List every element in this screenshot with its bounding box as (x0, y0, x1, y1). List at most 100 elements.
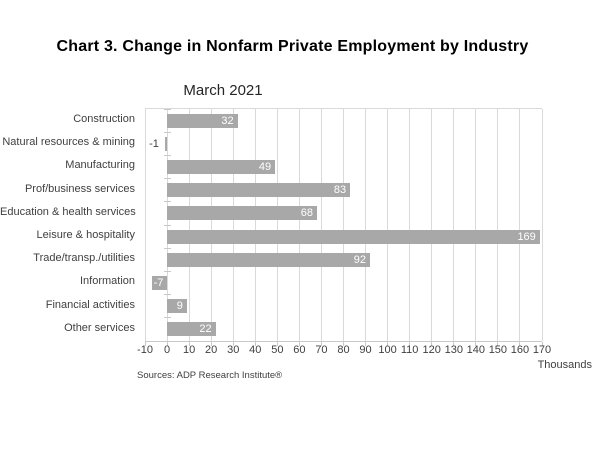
category-label: Other services (64, 321, 135, 334)
source-note: Sources: ADP Research Institute® (137, 370, 283, 381)
category-label: Trade/transp./utilities (33, 252, 135, 265)
category-axis-tick (163, 178, 171, 180)
category-axis-tick (163, 201, 171, 203)
category-axis-labels: Construction Natural resources & mining Ma… (0, 108, 140, 340)
x-tick-label: 0 (163, 344, 171, 356)
category-label: Natural resources & mining (2, 136, 135, 149)
x-axis-tick (320, 342, 322, 346)
gridline (409, 109, 411, 341)
chart-subtitle: March 2021 (183, 82, 263, 99)
bar (151, 276, 168, 290)
category-label: Leisure & hospitality (36, 229, 135, 241)
gridline (298, 109, 300, 341)
x-axis-tick (298, 342, 300, 346)
gridline (541, 109, 543, 341)
gridline (188, 109, 190, 341)
gridline (453, 109, 455, 341)
x-axis-tick (453, 342, 455, 346)
gridline (144, 109, 146, 341)
x-axis-tick (232, 342, 234, 346)
x-tick-label: 90 (359, 344, 372, 356)
plot-area: 32 -1 49 83 68 169 92 -7 9 22 (144, 108, 543, 346)
x-tick-label: 20 (205, 344, 218, 356)
x-axis-tick (497, 342, 499, 346)
x-tick-label: 40 (249, 344, 262, 356)
x-tick-label: 140 (466, 344, 485, 356)
category-label: Education & health services (0, 205, 136, 218)
bar (167, 206, 318, 221)
x-tick-label: 80 (337, 344, 350, 356)
x-tick-label: 120 (422, 344, 441, 356)
x-tick-label: 160 (510, 344, 530, 356)
x-axis-tick (343, 342, 344, 346)
bar-value-label: 83 (333, 184, 347, 197)
gridline (475, 109, 477, 341)
category-axis-tick (163, 154, 171, 156)
category-axis-tick (163, 247, 171, 249)
bar-value-label: 49 (258, 161, 272, 173)
gridline (210, 109, 212, 341)
bar-value-label: 9 (176, 300, 183, 313)
bar-value-label: 68 (300, 207, 314, 220)
x-tick-label: 50 (271, 344, 284, 356)
gridline (519, 109, 521, 341)
bar-value-label: -1 (149, 137, 159, 150)
bar-value-label: 22 (199, 323, 212, 336)
category-axis-tick (163, 224, 171, 226)
bar (167, 299, 187, 314)
x-axis-tick (519, 342, 521, 346)
x-tick-label: 100 (378, 344, 397, 356)
gridline (431, 109, 433, 341)
category-label: Financial activities (45, 298, 135, 311)
category-label: Prof/business services (24, 182, 135, 195)
bar-value-label: 32 (221, 114, 234, 127)
x-tick-label: 170 (532, 344, 552, 356)
gridline (343, 109, 344, 341)
x-axis-tick (210, 342, 212, 346)
bar (167, 229, 540, 244)
bar (164, 136, 168, 151)
x-axis-tick (409, 342, 411, 346)
gridline (365, 109, 367, 341)
category-axis-tick (163, 270, 171, 272)
gridline (254, 109, 256, 341)
x-tick-label: 110 (400, 344, 419, 356)
gridline (320, 109, 322, 341)
gridline (276, 109, 278, 341)
gridline (387, 109, 389, 341)
category-label: Construction (73, 113, 135, 125)
x-tick-label: 10 (182, 344, 196, 356)
x-axis-unit-label: Thousands (537, 359, 592, 371)
x-axis-tick (475, 342, 477, 346)
x-axis-tick (276, 342, 278, 346)
x-axis-tick (365, 342, 367, 346)
x-axis-tick (541, 342, 543, 346)
bar (167, 113, 238, 128)
category-label: Information (79, 275, 135, 288)
x-axis-tick (431, 342, 433, 346)
x-axis-tick (166, 342, 168, 346)
x-tick-label: 130 (444, 344, 463, 356)
x-tick-label: 70 (315, 344, 328, 356)
x-tick-label: 30 (227, 344, 240, 356)
chart-title: Chart 3. Change in Nonfarm Private Emplo… (56, 38, 529, 55)
bar (167, 160, 276, 174)
x-axis-tick (144, 342, 146, 346)
x-axis-tick-labels: -10 0 10 20 30 40 50 60 70 80 90 100 110 120 130 140 150… (137, 344, 551, 358)
bar-value-label: -7 (153, 277, 164, 289)
x-tick-label: 60 (293, 344, 306, 356)
category-axis-tick (163, 340, 171, 342)
x-axis-tick (188, 342, 190, 346)
bar (167, 183, 351, 198)
bar (167, 252, 370, 267)
x-axis-tick (387, 342, 389, 346)
category-axis-tick (163, 317, 171, 319)
category-label: Manufacturing (65, 159, 135, 172)
category-axis-tick (163, 131, 171, 133)
gridline (232, 109, 234, 341)
bar-value-label: 92 (353, 253, 366, 266)
x-tick-label: -10 (137, 344, 153, 356)
x-tick-label: 150 (488, 344, 508, 356)
category-axis-tick (163, 294, 171, 296)
